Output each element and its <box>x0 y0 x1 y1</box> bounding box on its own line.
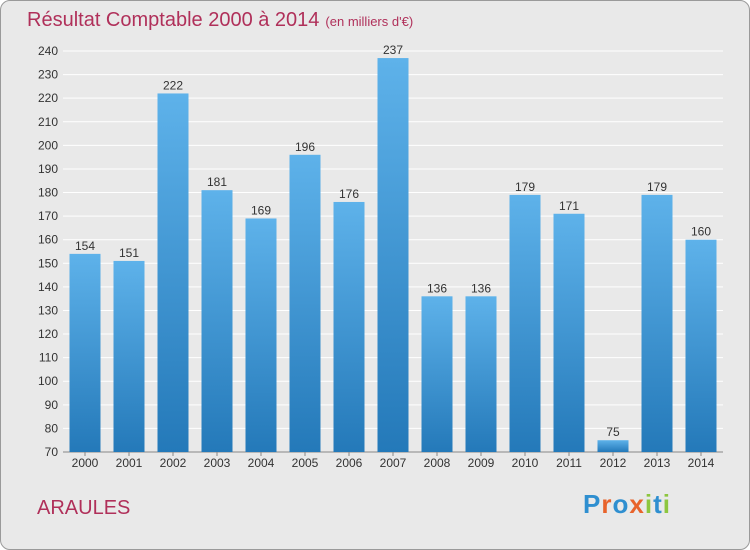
bar <box>641 194 673 452</box>
data-label: 237 <box>383 43 403 57</box>
bar <box>597 440 629 452</box>
data-label: 196 <box>295 140 315 154</box>
y-tick-label: 210 <box>38 115 58 129</box>
x-tick-label: 2008 <box>424 456 451 470</box>
y-tick-label: 240 <box>38 44 58 58</box>
x-tick-label: 2007 <box>380 456 407 470</box>
bar <box>201 190 233 452</box>
logo-letter: i <box>662 489 671 519</box>
y-tick-label: 150 <box>38 256 58 270</box>
x-tick-label: 2010 <box>512 456 539 470</box>
y-tick-label: 230 <box>38 68 58 82</box>
y-tick-label: 160 <box>38 233 58 247</box>
x-tick-label: 2005 <box>292 456 319 470</box>
y-tick-label: 140 <box>38 280 58 294</box>
place-name: ARAULES <box>37 497 131 519</box>
bar <box>69 253 101 452</box>
y-tick-label: 80 <box>45 421 59 435</box>
y-tick-label: 90 <box>45 398 59 412</box>
bar <box>245 218 277 452</box>
bar <box>377 58 409 452</box>
y-tick-label: 220 <box>38 91 58 105</box>
data-label: 169 <box>251 203 271 217</box>
bar <box>333 201 365 452</box>
bar <box>289 154 321 452</box>
logo-letter: x <box>629 489 645 519</box>
y-tick-label: 200 <box>38 138 58 152</box>
y-tick-label: 180 <box>38 186 58 200</box>
data-label: 179 <box>515 180 535 194</box>
data-label: 154 <box>75 239 95 253</box>
x-tick-label: 2009 <box>468 456 495 470</box>
data-label: 179 <box>647 180 667 194</box>
bar <box>465 296 497 452</box>
data-label: 222 <box>163 78 183 92</box>
x-tick-label: 2004 <box>248 456 275 470</box>
x-tick-label: 2000 <box>72 456 99 470</box>
x-tick-label: 2013 <box>644 456 671 470</box>
logo-letter: P <box>583 489 602 519</box>
bar <box>113 260 145 452</box>
chart-title-text: Résultat Comptable 2000 à 2014 <box>27 9 320 31</box>
logo-letter: i <box>644 489 654 519</box>
data-label: 151 <box>119 246 139 260</box>
chart-title: Résultat Comptable 2000 à 2014 (en millie… <box>27 9 413 32</box>
data-label: 136 <box>471 281 491 295</box>
y-tick-label: 170 <box>38 209 58 223</box>
x-tick-label: 2011 <box>556 456 582 470</box>
x-tick-label: 2002 <box>160 456 187 470</box>
x-tick-label: 2003 <box>204 456 231 470</box>
y-tick-label: 120 <box>38 327 58 341</box>
y-tick-label: 130 <box>38 303 58 317</box>
data-label: 75 <box>606 425 620 439</box>
x-tick-label: 2001 <box>116 456 143 470</box>
bar <box>553 213 585 452</box>
x-tick-label: 2012 <box>600 456 627 470</box>
x-tick-label: 2006 <box>336 456 363 470</box>
data-label: 176 <box>339 187 359 201</box>
y-tick-label: 110 <box>39 351 58 365</box>
bar <box>509 194 541 452</box>
proxiti-logo: Proxiti <box>583 489 671 520</box>
logo-letter: r <box>601 489 613 519</box>
data-label: 160 <box>691 225 711 239</box>
data-label: 136 <box>427 281 447 295</box>
y-tick-label: 190 <box>38 162 58 176</box>
bar <box>421 296 453 452</box>
chart-unit-note: (en milliers d'€) <box>325 14 414 29</box>
y-tick-label: 70 <box>45 445 59 459</box>
logo-letter: t <box>653 489 663 519</box>
y-tick-label: 100 <box>38 374 58 388</box>
logo-letter: o <box>612 489 630 519</box>
data-label: 171 <box>559 199 579 213</box>
x-tick-label: 2014 <box>688 456 715 470</box>
bar <box>157 93 189 452</box>
data-label: 181 <box>207 175 227 189</box>
bar <box>685 239 717 452</box>
